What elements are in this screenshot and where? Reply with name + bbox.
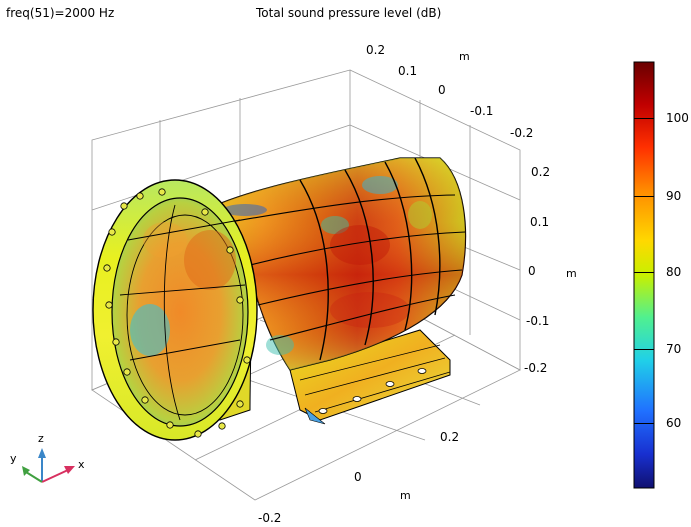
colorbar-tick-mark [634,423,654,424]
frequency-label: freq(51)=2000 Hz [6,6,115,20]
colorbar-tick-mark [634,196,654,197]
colorbar-tick-label: 90 [666,189,682,203]
triad-x-label: x [78,458,85,471]
axis-unit-label: m [566,267,577,280]
tick-label: -0.2 [524,361,548,375]
plot-title: Total sound pressure level (dB) [256,6,442,20]
axis-unit-label: m [459,50,470,63]
axis-unit-label: m [400,489,411,502]
colorbar-tick-mark [634,272,654,273]
colorbar-tick-mark [634,118,654,119]
tick-label: -0.1 [526,314,550,328]
colorbar-gradient [633,61,655,489]
tick-label: 0.2 [440,430,460,444]
axis-triad [22,448,75,483]
flange-ring [92,179,258,441]
colorbar-tick-mark [634,349,654,350]
tick-label: 0 [438,83,446,97]
colorbar-tick-label: 100 [666,111,689,125]
duct-body [193,157,467,371]
tick-label: 0 [528,264,536,278]
tick-label: 0 [354,470,362,484]
tick-label: 0.1 [398,64,418,78]
colorbar-tick-label: 80 [666,265,682,279]
tick-label: -0.2 [258,511,282,525]
stand-bracket [289,329,451,425]
triad-y-label: y [10,452,17,465]
colorbar-tick-label: 60 [666,416,682,430]
colorbar-tick-label: 70 [666,342,682,356]
tick-label: -0.2 [510,126,534,140]
tick-label: 0.1 [530,215,550,229]
tick-label: -0.1 [470,104,494,118]
triad-z-label: z [38,432,44,445]
tick-label: 0.2 [531,165,551,179]
tick-label: 0.2 [366,43,386,57]
flange-bolts [103,188,251,438]
